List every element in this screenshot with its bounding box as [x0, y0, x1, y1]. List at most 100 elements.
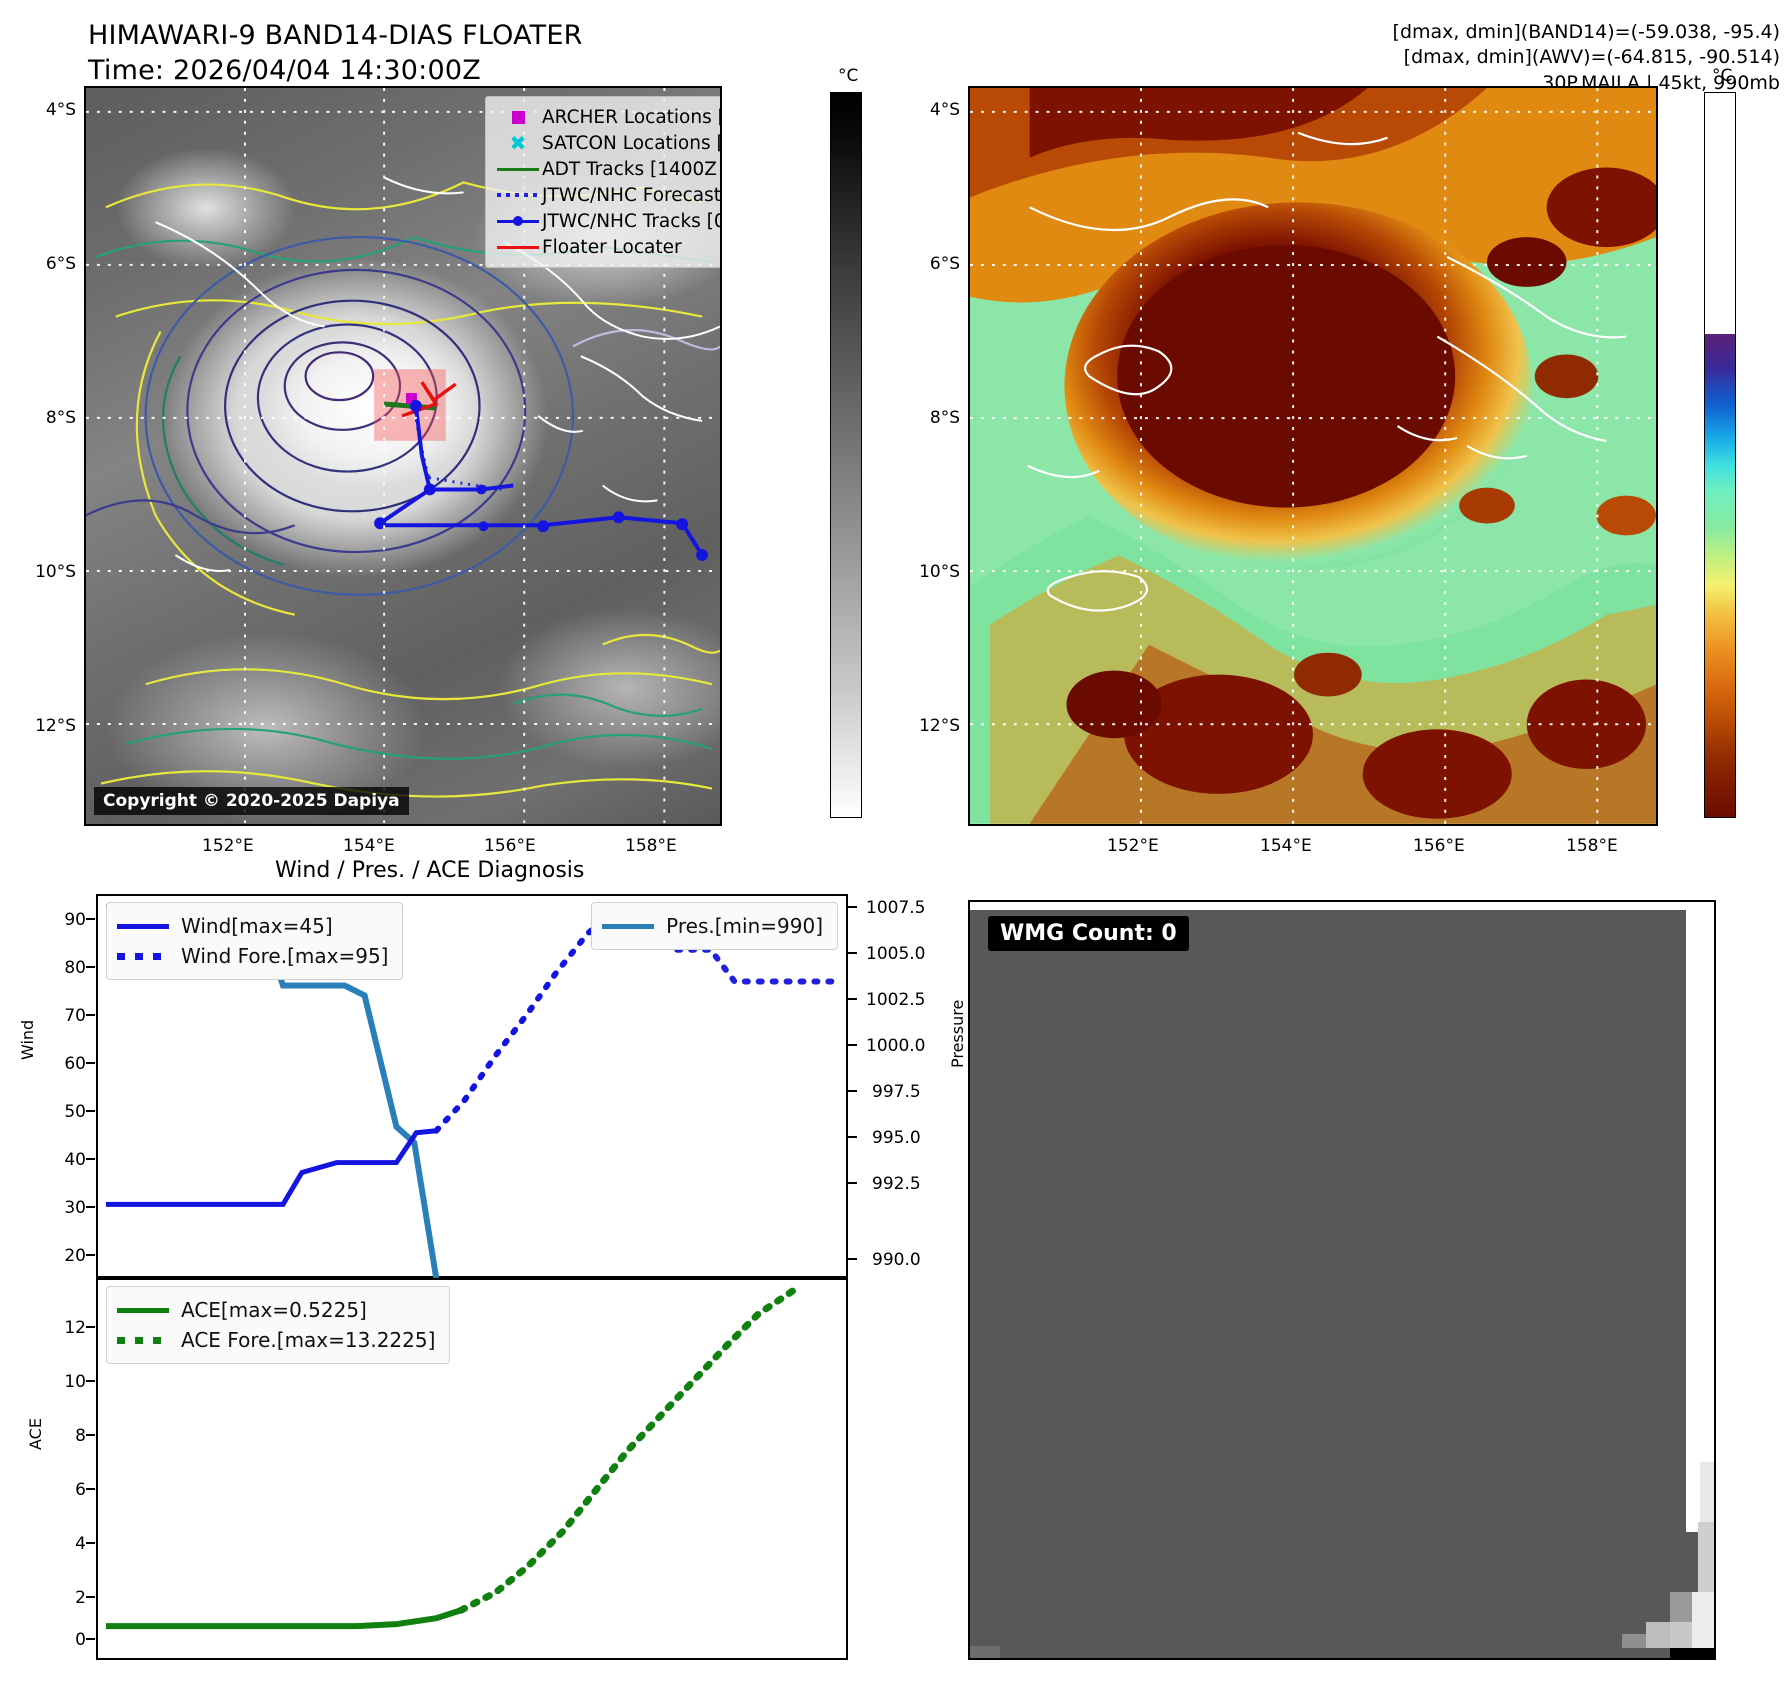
- ir-contour-overlay: [86, 88, 720, 824]
- pressure-tick: 995.0: [872, 1128, 921, 1148]
- x-marker-icon: ✖: [509, 131, 527, 155]
- solid-line-icon: [602, 923, 666, 929]
- solid-line-icon: [494, 245, 542, 249]
- eir-lon-tick: 158°E: [1566, 836, 1618, 856]
- ir-lon-tick: 156°E: [484, 836, 536, 856]
- pressure-tick: 990.0: [872, 1250, 921, 1270]
- eir-lat-tick: 6°S: [929, 254, 960, 274]
- legend-label: Wind Fore.[max=95]: [181, 944, 389, 968]
- wind-tick: 20: [64, 1246, 86, 1266]
- ir-lat-tick: 6°S: [45, 254, 76, 274]
- square-marker-icon: [494, 110, 542, 124]
- wind-tick: 80: [64, 958, 86, 978]
- solid-line-icon: [117, 1307, 181, 1313]
- ir-lon-tick: 152°E: [202, 836, 254, 856]
- enhanced-ir-map[interactable]: [968, 86, 1658, 826]
- line-with-dot-icon: [494, 216, 542, 226]
- legend-item-adt-tracks: ADT Tracks [1400Z 51.0 995.3]: [494, 156, 720, 182]
- wmg-panel[interactable]: WMG Count: 0: [968, 900, 1716, 1660]
- ir-lat-tick: 8°S: [45, 408, 76, 428]
- pressure-tick: 1007.5: [866, 898, 926, 918]
- eir-lat-tick: 12°S: [919, 716, 960, 736]
- copyright-notice: Copyright © 2020-2025 Dapiya: [94, 787, 409, 815]
- page-title: HIMAWARI-9 BAND14-DIAS FLOATER Time: 202…: [88, 20, 583, 86]
- legend-label: ACE Fore.[max=13.2225]: [181, 1328, 436, 1352]
- legend-item-jtwc-tracks: JTWC/NHC Tracks [04/1200Z]: [494, 208, 720, 234]
- legend-label: JTWC/NHC Forecast [04/1200Z]: [542, 184, 722, 206]
- ace-legend: ACE[max=0.5225] ACE Fore.[max=13.2225]: [106, 1286, 451, 1364]
- pressure-tick: 1002.5: [866, 990, 926, 1010]
- meta-awv-range: [dmax, dmin](AWV)=(-64.815, -90.514): [1403, 46, 1780, 69]
- legend-label: Wind[max=45]: [181, 914, 333, 938]
- wind-tick: 90: [64, 910, 86, 930]
- legend-label: ARCHER Locations [2016Z]: [542, 106, 720, 128]
- diagnosis-title: Wind / Pres. / ACE Diagnosis: [275, 858, 585, 883]
- wind-pressure-chart[interactable]: Wind[max=45] Wind Fore.[max=95] Pres.[mi…: [96, 894, 848, 1278]
- legend-item-jtwc-forecast: JTWC/NHC Forecast [04/1200Z]: [494, 182, 722, 208]
- eir-colorbar: [1704, 92, 1736, 818]
- ace-tick: 10: [64, 1372, 86, 1392]
- legend-label: Floater Locater: [542, 236, 682, 258]
- enhanced-ir-imagery: [970, 88, 1656, 824]
- legend-item-floater-locater: Floater Locater: [494, 234, 720, 260]
- solid-line-icon: [494, 167, 542, 171]
- legend-label: ADT Tracks [1400Z 51.0 995.3]: [542, 158, 720, 180]
- pressure-tick: 997.5: [872, 1082, 921, 1102]
- wind-tick: 70: [64, 1006, 86, 1026]
- solid-line-icon: [117, 923, 181, 929]
- wind-legend: Wind[max=45] Wind Fore.[max=95]: [106, 902, 404, 980]
- ace-tick: 4: [75, 1534, 86, 1554]
- eir-lat-tick: 8°S: [929, 408, 960, 428]
- map-legend: ARCHER Locations [2016Z] ✖ SATCON Locati…: [485, 96, 722, 268]
- product-title: HIMAWARI-9 BAND14-DIAS FLOATER: [88, 20, 583, 51]
- dotted-line-icon: [494, 193, 542, 197]
- pressure-tick: 992.5: [872, 1174, 921, 1194]
- eir-lat-tick: 10°S: [919, 562, 960, 582]
- eir-lon-tick: 154°E: [1260, 836, 1312, 856]
- ace-tick: 2: [75, 1588, 86, 1608]
- product-time: Time: 2026/04/04 14:30:00Z: [88, 55, 481, 86]
- legend-label: Pres.[min=990]: [666, 914, 823, 938]
- wind-tick: 30: [64, 1198, 86, 1218]
- pressure-tick: 1000.0: [866, 1036, 926, 1056]
- ir-lon-tick: 154°E: [343, 836, 395, 856]
- pressure-legend: Pres.[min=990]: [591, 902, 838, 950]
- legend-label: JTWC/NHC Tracks [04/1200Z]: [542, 210, 720, 232]
- eir-colorbar-unit: °C: [1712, 66, 1733, 86]
- eir-lon-tick: 152°E: [1107, 836, 1159, 856]
- legend-item-ace-forecast: ACE Fore.[max=13.2225]: [117, 1325, 435, 1355]
- ir-colorbar-unit: °C: [838, 66, 859, 86]
- wmg-imagery: WMG Count: 0: [970, 902, 1714, 1658]
- legend-label: SATCON Locations [NONE]: [542, 132, 720, 154]
- wind-tick: 60: [64, 1054, 86, 1074]
- pressure-tick: 1005.0: [866, 944, 926, 964]
- ace-tick: 0: [75, 1630, 86, 1650]
- legend-item-pressure: Pres.[min=990]: [602, 911, 823, 941]
- ace-chart[interactable]: ACE[max=0.5225] ACE Fore.[max=13.2225]: [96, 1278, 848, 1660]
- ace-tick: 8: [75, 1426, 86, 1446]
- legend-item-wind: Wind[max=45]: [117, 911, 388, 941]
- legend-item-wind-forecast: Wind Fore.[max=95]: [117, 941, 388, 971]
- ir-colorbar: [830, 92, 862, 818]
- legend-item-ace: ACE[max=0.5225]: [117, 1295, 435, 1325]
- wind-tick: 50: [64, 1102, 86, 1122]
- ace-tick: 12: [64, 1318, 86, 1338]
- ace-plot: [105, 1286, 798, 1630]
- ir-lat-tick: 10°S: [35, 562, 76, 582]
- wind-axis-title: Wind: [18, 1019, 37, 1060]
- wind-tick: 40: [64, 1150, 86, 1170]
- legend-label: ACE[max=0.5225]: [181, 1298, 367, 1322]
- ace-tick: 6: [75, 1480, 86, 1500]
- legend-item-satcon: ✖ SATCON Locations [NONE]: [494, 130, 720, 156]
- dotted-line-icon: [117, 952, 181, 960]
- legend-item-archer: ARCHER Locations [2016Z]: [494, 104, 720, 130]
- pressure-axis-title: Pressure: [948, 999, 967, 1068]
- eir-lon-tick: 156°E: [1413, 836, 1465, 856]
- meta-band14-range: [dmax, dmin](BAND14)=(-59.038, -95.4): [1392, 21, 1780, 43]
- ir-lat-tick: 4°S: [45, 100, 76, 120]
- dotted-line-icon: [117, 1336, 181, 1344]
- ir-lon-tick: 158°E: [625, 836, 677, 856]
- wmg-count-badge: WMG Count: 0: [988, 916, 1189, 951]
- eir-lat-tick: 4°S: [929, 100, 960, 120]
- ir-satellite-map[interactable]: ARCHER Locations [2016Z] ✖ SATCON Locati…: [84, 86, 722, 826]
